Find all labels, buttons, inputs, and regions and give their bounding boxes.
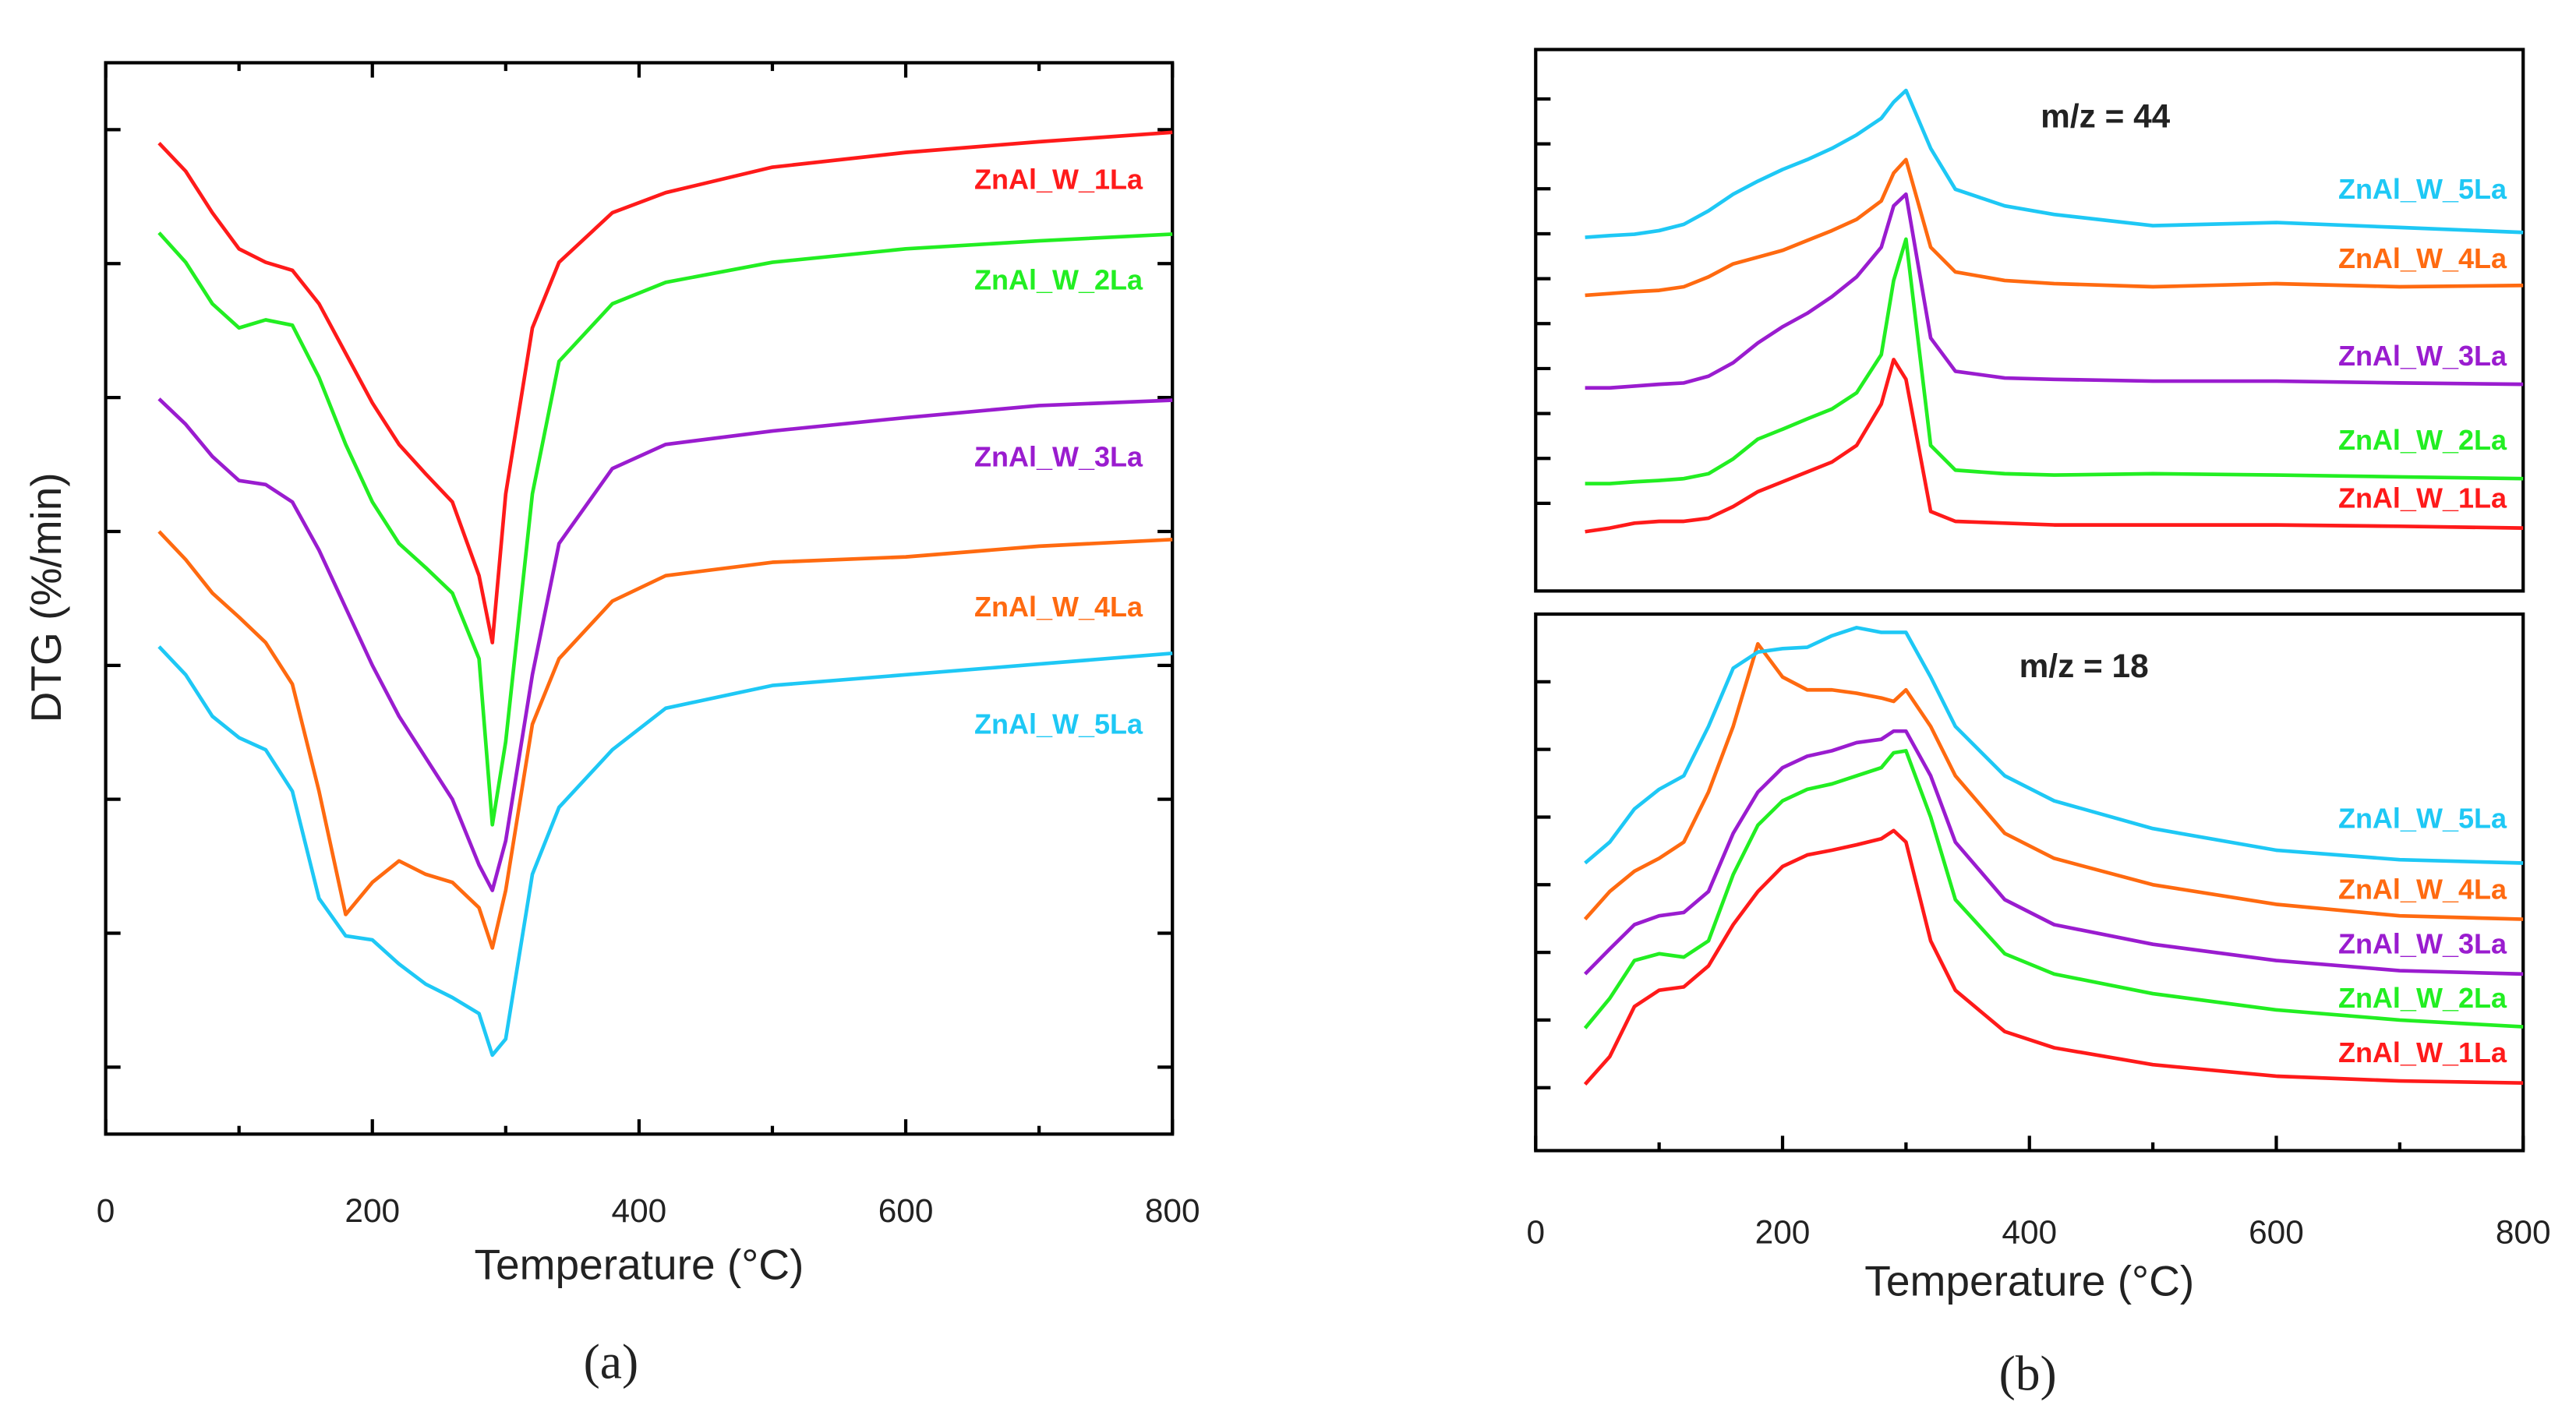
panel-label: (a) bbox=[584, 1334, 639, 1389]
series-line bbox=[1583, 729, 2524, 976]
series-label: ZnAl_W_3La bbox=[2338, 927, 2507, 959]
annotation: m/z = 18 bbox=[2019, 648, 2149, 684]
series-line bbox=[1584, 626, 2524, 865]
series-label: ZnAl_W_5La bbox=[2338, 802, 2507, 834]
series-line bbox=[1585, 88, 2524, 239]
series-line bbox=[1583, 749, 2524, 1029]
series-line bbox=[1585, 192, 2524, 390]
series-label: ZnAl_W_5La bbox=[974, 708, 1143, 740]
series-line bbox=[1583, 828, 2524, 1086]
series-line bbox=[157, 231, 1173, 827]
series-line bbox=[1585, 237, 2524, 486]
x-axis-title: Temperature (°C) bbox=[474, 1240, 804, 1288]
series-label: ZnAl_W_1La bbox=[2338, 482, 2507, 514]
series-label: ZnAl_W_3La bbox=[974, 440, 1143, 472]
x-tick-label: 600 bbox=[878, 1192, 934, 1229]
series-label: ZnAl_W_1La bbox=[2338, 1036, 2507, 1068]
series-label: ZnAl_W_2La bbox=[2338, 424, 2507, 456]
series-label: ZnAl_W_4La bbox=[2338, 242, 2507, 274]
x-tick-label: 800 bbox=[1145, 1192, 1200, 1229]
x-tick-label: 0 bbox=[1527, 1214, 1546, 1251]
panel-label: (b) bbox=[1999, 1345, 2057, 1400]
series-label: ZnAl_W_4La bbox=[2338, 873, 2507, 905]
y-axis-title: DTG (%/min) bbox=[22, 472, 70, 722]
x-axis-title: Temperature (°C) bbox=[1864, 1257, 2194, 1305]
x-tick-label: 400 bbox=[612, 1192, 667, 1229]
series-line bbox=[157, 645, 1173, 1058]
annotation: m/z = 44 bbox=[2041, 98, 2170, 135]
series-label: ZnAl_W_4La bbox=[974, 591, 1143, 623]
series-line bbox=[157, 530, 1173, 950]
x-tick-label: 800 bbox=[2496, 1214, 2551, 1251]
series-line bbox=[157, 130, 1173, 644]
series-label: ZnAl_W_3La bbox=[2338, 340, 2507, 372]
x-tick-label: 200 bbox=[1755, 1214, 1811, 1251]
series-line bbox=[1585, 157, 2524, 298]
series-label: ZnAl_W_1La bbox=[974, 164, 1143, 196]
x-tick-label: 400 bbox=[2002, 1214, 2057, 1251]
series-line bbox=[1585, 358, 2524, 534]
series-line bbox=[1583, 641, 2524, 921]
x-tick-label: 200 bbox=[345, 1192, 400, 1229]
series-label: ZnAl_W_2La bbox=[974, 264, 1143, 296]
series-label: ZnAl_W_5La bbox=[2338, 173, 2507, 205]
x-tick-label: 600 bbox=[2249, 1214, 2304, 1251]
series-label: ZnAl_W_2La bbox=[2338, 982, 2507, 1014]
series-line bbox=[157, 397, 1173, 892]
plot-frame bbox=[1534, 48, 2525, 593]
x-tick-label: 0 bbox=[97, 1192, 115, 1229]
